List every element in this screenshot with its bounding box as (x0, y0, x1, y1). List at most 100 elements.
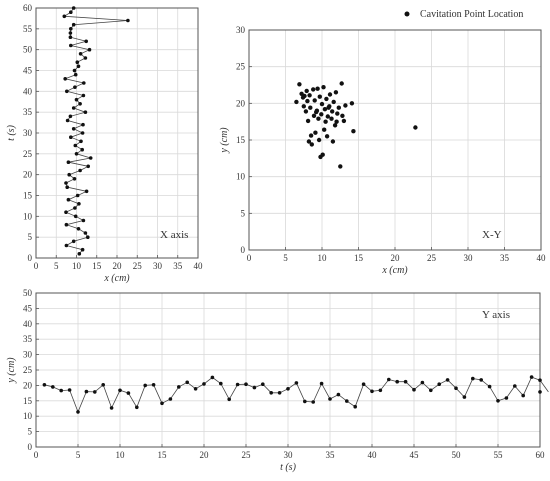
data-point (322, 127, 327, 132)
x-tick-label: 30 (284, 450, 294, 460)
data-point (378, 388, 383, 393)
y-tick-label: 10 (23, 211, 33, 221)
x-tick-label: 25 (133, 261, 143, 271)
data-point (317, 94, 322, 99)
data-point (303, 399, 307, 404)
data-point (307, 93, 312, 98)
data-point (244, 382, 248, 387)
data-point (261, 382, 265, 387)
data-point (339, 81, 344, 86)
data-point (319, 101, 325, 107)
series-line (63, 7, 128, 255)
y-tick-label: 25 (23, 149, 33, 159)
data-point (328, 397, 332, 401)
x-tick-label: 0 (34, 450, 39, 460)
data-point (143, 383, 147, 388)
data-point (75, 60, 80, 64)
x-tick-label: 0 (34, 261, 39, 271)
data-point (68, 35, 73, 39)
data-point (71, 6, 76, 10)
data-point (496, 399, 500, 403)
x-tick-label: 60 (536, 450, 546, 460)
data-point (69, 27, 73, 31)
y-tick-label: 40 (23, 86, 33, 96)
data-point (333, 90, 339, 95)
data-point (304, 88, 309, 94)
x-tick-label: 45 (410, 450, 420, 460)
data-point (210, 375, 215, 380)
data-point (309, 142, 314, 147)
data-point (345, 399, 349, 403)
x-tick-label: 5 (283, 253, 288, 263)
data-point (76, 227, 81, 231)
y-tick-label: 30 (236, 25, 246, 35)
x-tick-label: 25 (427, 253, 437, 263)
data-point (343, 103, 348, 108)
data-point (323, 119, 328, 124)
xy-scatter-chart: 0 5 10 15 20 25 30 35 40 0 5 10 15 20 25 30 x (cm) y (cm)… (219, 9, 546, 276)
data-point (59, 388, 63, 393)
x-tick-label: 5 (76, 450, 81, 460)
data-point (81, 218, 86, 223)
y-tick-label: 15 (236, 135, 246, 145)
data-point (64, 222, 69, 227)
data-point (185, 380, 189, 385)
data-point (322, 107, 328, 112)
data-point (308, 133, 314, 138)
x-tick-label: 35 (173, 261, 183, 271)
data-point (311, 113, 317, 119)
data-point (79, 139, 83, 144)
data-point (160, 401, 164, 406)
x-tick-label: 40 (537, 253, 547, 263)
data-point (462, 395, 467, 399)
data-point (65, 89, 69, 94)
data-point (69, 135, 73, 139)
data-point (83, 56, 88, 60)
data-point (314, 109, 319, 115)
y-tick-label: 10 (23, 411, 33, 421)
data-point (353, 404, 358, 409)
y-axis-label: y (cm) (219, 127, 230, 154)
data-point (313, 130, 318, 135)
data-point (65, 185, 69, 189)
legend-marker (404, 11, 410, 17)
y-axis-time-chart: 0 5 10 15 20 25 30 35 40 45 50 55 60 0 5 10 15 20 25 30 35 40… (6, 288, 549, 473)
data-point (297, 82, 302, 87)
data-point (324, 134, 330, 139)
data-point (471, 376, 475, 381)
data-point (320, 152, 325, 157)
y-tick-label: 35 (23, 107, 33, 117)
data-point (63, 77, 67, 81)
data-point (71, 239, 76, 244)
data-point (321, 85, 326, 90)
data-point (118, 388, 122, 393)
data-point (71, 106, 76, 110)
y-tick-label: 25 (23, 365, 33, 375)
y-tick-label: 20 (23, 380, 33, 390)
data-point (126, 18, 130, 23)
data-point (78, 168, 82, 173)
data-point (412, 387, 416, 392)
x-axis-label: x (cm) (381, 265, 408, 276)
data-point (73, 206, 77, 210)
data-point (75, 193, 80, 198)
data-point (311, 87, 316, 92)
x-tick-label: 40 (194, 261, 204, 271)
data-point (78, 102, 82, 106)
data-point (387, 377, 391, 382)
data-point (326, 105, 331, 110)
x-tick-label: 20 (113, 261, 123, 271)
data-point (316, 116, 321, 121)
x-tick-label: 10 (116, 450, 126, 460)
y-tick-label: 60 (23, 3, 33, 13)
x-tick-label: 0 (247, 253, 252, 263)
y-tick-label: 10 (236, 172, 246, 182)
data-point (301, 104, 306, 109)
data-point (529, 375, 534, 379)
data-point (336, 105, 341, 110)
x-tick-label: 25 (242, 450, 252, 460)
y-tick-label: 55 (23, 24, 33, 34)
data-point (84, 189, 89, 194)
data-point (88, 156, 93, 160)
